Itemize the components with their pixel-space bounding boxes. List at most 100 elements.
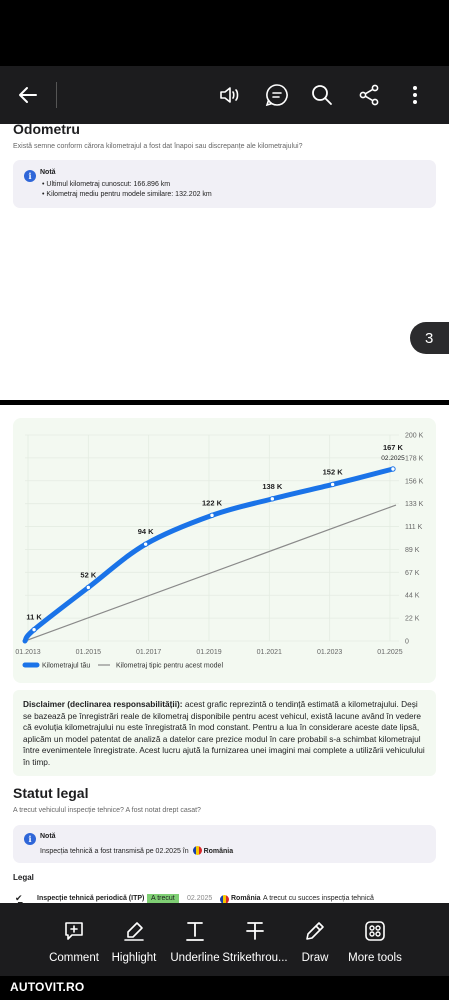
note-title: Notă — [40, 169, 56, 176]
y-tick-label: 200 K — [405, 433, 424, 440]
itp-detail: A trecut cu succes inspecția tehnică — [263, 895, 374, 902]
y-tick-label: 156 K — [405, 478, 424, 485]
itp-date: 02.2025 — [187, 895, 213, 902]
data-sublabel: 02.2025 — [381, 455, 405, 462]
itp-row: ✔̲ Inspecție tehnică periodică (ITP) A t… — [13, 893, 436, 903]
romania-flag-icon — [220, 895, 229, 903]
more-tools-button[interactable]: More tools — [347, 903, 403, 976]
y-tick-label: 0 — [405, 639, 409, 646]
data-point-marker — [31, 626, 37, 633]
underline-label: Underline — [170, 952, 220, 964]
data-label: 152 K — [323, 467, 344, 476]
draw-tool-button[interactable]: Draw — [295, 903, 335, 976]
data-label: 138 K — [262, 482, 283, 491]
note-item-text: Kilometraj mediu pentru modele similare:… — [46, 191, 212, 198]
footer-brand: AUTOVIT.RO — [10, 980, 85, 994]
page-number-indicator[interactable]: 3 — [410, 322, 449, 354]
y-tick-label: 44 K — [405, 593, 420, 600]
data-point-marker — [209, 512, 215, 519]
check-list-icon: ✔̲ — [15, 893, 23, 903]
highlight-tool-button[interactable]: Highlight — [106, 903, 162, 976]
underline-tool-button[interactable]: Underline — [167, 903, 223, 976]
highlight-label: Highlight — [111, 952, 157, 964]
read-aloud-icon[interactable] — [211, 76, 249, 114]
legal-title: Statut legal — [13, 785, 89, 801]
more-tools-icon — [362, 918, 388, 944]
comment-icon — [61, 918, 87, 944]
strikethrough-icon — [242, 918, 268, 944]
back-arrow-icon[interactable] — [9, 76, 47, 114]
y-tick-label: 178 K — [405, 455, 424, 462]
data-point-marker — [390, 466, 396, 472]
highlight-icon — [121, 918, 147, 944]
mileage-chart: 200 K 178 K 156 K 133 K 111 K 89 K 67 K 44 K 22 … — [15, 433, 424, 670]
y-tick-label: 67 K — [405, 570, 420, 577]
data-point-marker — [85, 584, 92, 591]
disclaimer-box: Disclaimer (declinarea responsabilității… — [13, 690, 436, 776]
pdf-page-chart: 200 K 178 K 156 K 133 K 111 K 89 K 67 K 44 K 22 … — [0, 405, 449, 903]
search-icon[interactable] — [303, 76, 341, 114]
x-tick-label: 01.2017 — [136, 649, 161, 656]
y-tick-label: 111 K — [405, 524, 423, 531]
romania-flag-icon — [192, 846, 202, 855]
more-tools-label: More tools — [348, 952, 402, 964]
draw-label: Draw — [301, 952, 329, 964]
note-item: • Ultimul kilometraj cunoscut: 166.896 k… — [42, 181, 171, 188]
note-item: • Kilometraj mediu pentru modele similar… — [42, 191, 212, 198]
strikethrough-tool-button[interactable]: Strikethrou... — [222, 903, 288, 976]
data-label: 167 K — [383, 443, 404, 452]
legal-note-sentence: Inspecția tehnică a fost transmisă pe 02… — [40, 848, 189, 855]
x-tick-label: 01.2015 — [76, 649, 101, 656]
legend-label: Kilometraj tipic pentru acest model — [116, 663, 223, 670]
legal-note-box: i Notă Inspecția tehnică a fost transmis… — [13, 825, 436, 863]
comment-tool-button[interactable]: Comment — [48, 903, 100, 976]
draw-icon — [302, 918, 328, 944]
data-label: 122 K — [202, 498, 223, 507]
data-label: 94 K — [138, 527, 154, 536]
info-icon: i — [24, 833, 36, 845]
itp-country: România — [231, 895, 261, 902]
x-tick-label: 01.2019 — [196, 649, 221, 656]
legal-note-country: România — [203, 848, 234, 855]
x-tick-label: 01.2021 — [257, 649, 282, 656]
data-point-marker — [329, 481, 336, 488]
bottom-tools-bar: Comment Highlight Underline Strikethrou.… — [0, 903, 449, 976]
comment-label: Comment — [49, 952, 99, 964]
legend-label: Kilometrajul tău — [42, 663, 90, 670]
x-tick-label: 01.2013 — [15, 649, 40, 656]
underline-icon — [182, 918, 208, 944]
note-item-text: Ultimul kilometraj cunoscut: 166.896 km — [46, 181, 171, 188]
itp-label: Inspecție tehnică periodică (ITP) — [37, 895, 145, 902]
pdf-page-odometer: Odometru Există semne conform cărora kil… — [0, 124, 449, 400]
disclaimer-label: Disclaimer (declinarea responsabilității… — [23, 699, 183, 709]
top-toolbar — [0, 66, 449, 124]
more-vertical-icon[interactable] — [396, 76, 434, 114]
data-label: 52 K — [80, 570, 96, 579]
disclaimer-text: acest grafic reprezintă o tendință estim… — [23, 699, 425, 767]
mileage-chart-card: 200 K 178 K 156 K 133 K 111 K 89 K 67 K 44 K 22 … — [13, 418, 436, 683]
data-point-marker — [269, 496, 276, 502]
your-mileage-line — [22, 466, 396, 644]
y-tick-label: 89 K — [405, 547, 420, 554]
y-tick-label: 133 K — [405, 501, 424, 508]
page-separator — [0, 400, 449, 405]
share-icon[interactable] — [350, 76, 388, 114]
x-tick-label: 01.2023 — [317, 649, 342, 656]
odometer-subtitle: Există semne conform cărora kilometrajul… — [13, 143, 303, 150]
ai-assistant-icon[interactable] — [258, 76, 296, 114]
legal-note-text: Inspecția tehnică a fost transmisă pe 02… — [40, 846, 233, 855]
odometer-note-box: i Notă • Ultimul kilometraj cunoscut: 16… — [13, 160, 436, 208]
strikethrough-label: Strikethrou... — [222, 952, 288, 964]
toolbar-divider — [56, 82, 57, 108]
x-tick-label: 01.2025 — [377, 649, 402, 656]
legal-section-title: Legal — [13, 873, 34, 882]
typical-mileage-line — [24, 504, 397, 642]
data-point-marker — [142, 541, 149, 547]
info-icon: i — [24, 170, 36, 182]
footer-bar: AUTOVIT.RO — [0, 976, 449, 1000]
legal-subtitle: A trecut vehiculul inspecție tehnice? A … — [13, 807, 201, 814]
data-label: 11 K — [26, 613, 42, 622]
y-tick-label: 22 K — [405, 616, 420, 623]
note-title: Notă — [40, 833, 56, 840]
odometer-title: Odometru — [13, 124, 80, 137]
